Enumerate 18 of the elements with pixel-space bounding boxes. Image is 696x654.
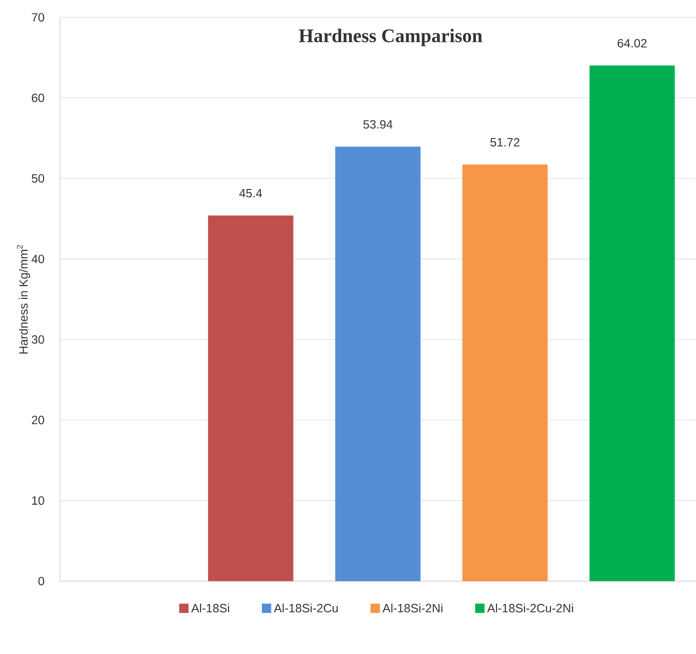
y-tick-label: 60 xyxy=(32,93,44,102)
legend-label: Al-18Si-2Cu xyxy=(274,603,338,612)
y-tick-label: 20 xyxy=(32,416,44,424)
y-axis-title: Hardness in Kg/mm$^{2}$ xyxy=(16,244,30,354)
y-tick-label: 70 xyxy=(32,12,44,22)
y-tick-label: 10 xyxy=(32,496,44,505)
y-tick-label: 30 xyxy=(32,335,44,344)
y-tick-label: 50 xyxy=(32,174,44,182)
text: Hardness Camparison xyxy=(298,28,482,46)
data-label: 53.94 xyxy=(363,120,393,128)
legend-label: Al-18Si-2Ni xyxy=(382,603,442,612)
data-label: 45.4 xyxy=(239,188,262,198)
y-tick-label: 40 xyxy=(32,254,44,263)
y-tick-label: 0 xyxy=(38,576,44,586)
legend-label: Al-18Si xyxy=(191,603,230,612)
data-label: 51.72 xyxy=(490,138,520,146)
legend-label: Al-18Si-2Cu-2Ni xyxy=(487,603,573,612)
data-label: 64.02 xyxy=(618,38,647,48)
